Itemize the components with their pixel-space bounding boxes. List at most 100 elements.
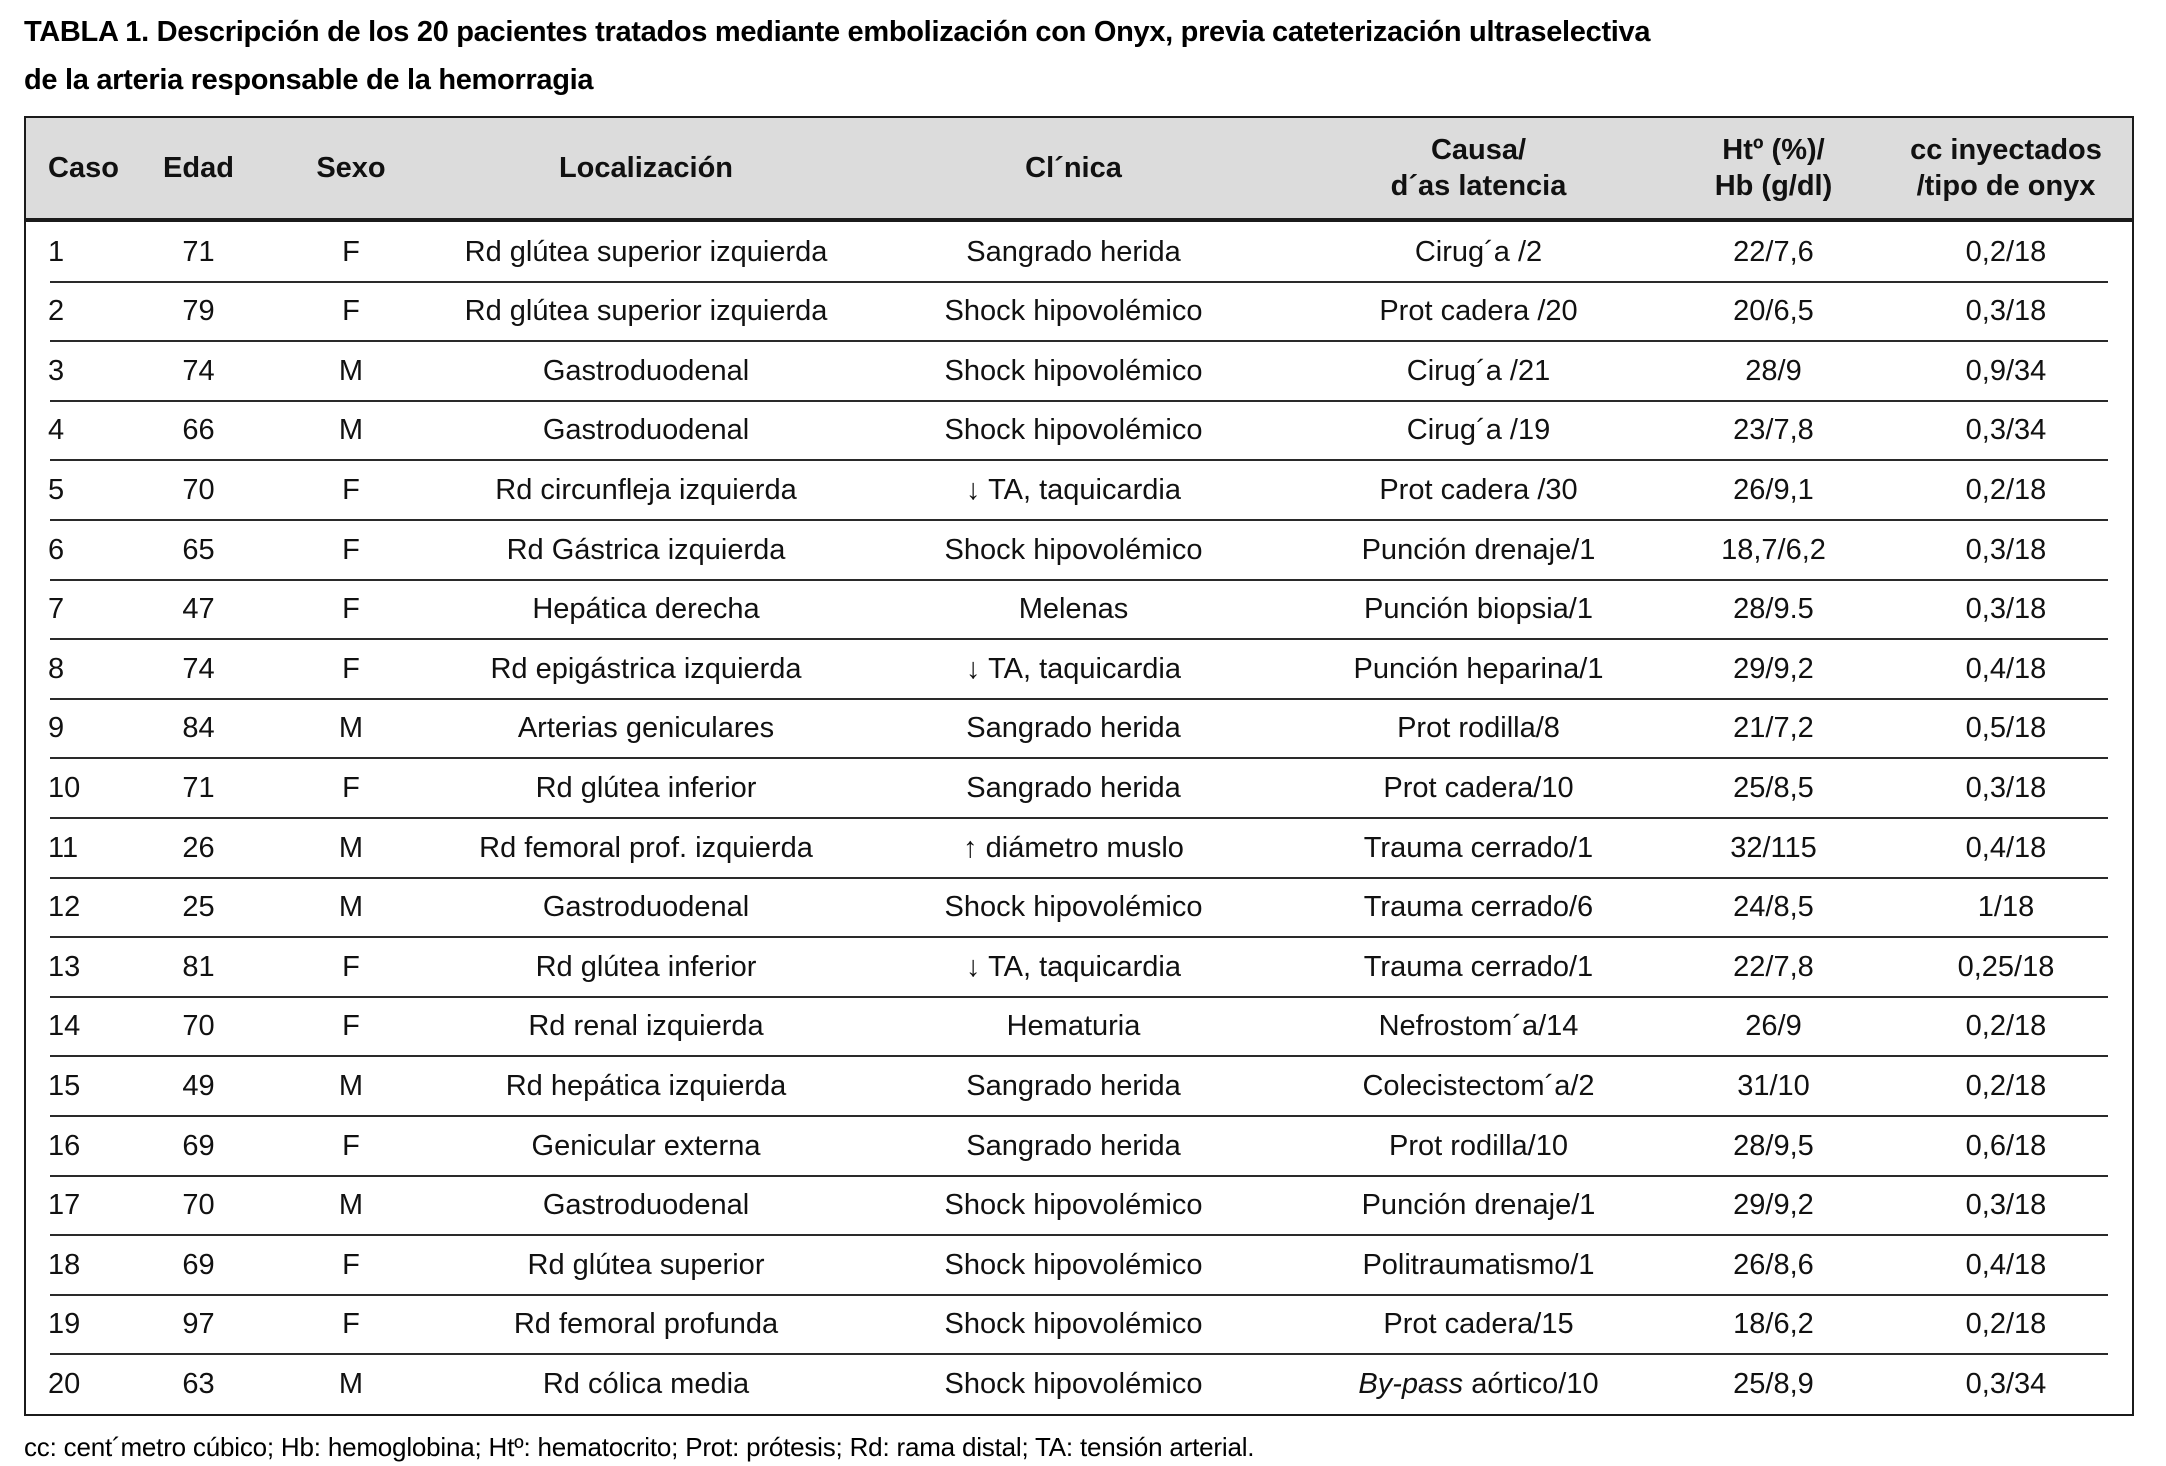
cell-cc_onyx: 1/18 <box>1977 891 2035 924</box>
table-row: 19 97 F Rd femoral profunda Shock hipovolémi… <box>26 1293 2132 1355</box>
cell-ht_hb: 26/9 <box>1745 1010 1802 1043</box>
cell-ht_hb: 23/7,8 <box>1733 414 1814 447</box>
cell-caso: 11 <box>48 831 79 864</box>
cell-causa: Prot rodilla/10 <box>1389 1129 1568 1162</box>
cell-edad: 26 <box>182 831 215 864</box>
cell-clinica: Shock hipovolémico <box>944 1248 1203 1281</box>
cell-clinica: ↑ diámetro muslo <box>963 831 1184 864</box>
cell-ht_hb: 21/7,2 <box>1733 712 1814 745</box>
cell-edad: 71 <box>182 235 215 268</box>
cell-ht_hb: 18/6,2 <box>1733 1308 1814 1341</box>
table-row: 12 25 M Gastroduodenal Shock hipovolémico Tra… <box>26 876 2132 938</box>
cell-caso: 5 <box>48 474 65 507</box>
column-header-localizacion: Localización <box>558 151 734 184</box>
cell-causa: Politraumatismo/1 <box>1362 1248 1595 1281</box>
cell-ht_hb: 24/8,5 <box>1733 891 1814 924</box>
cell-causa: Prot rodilla/8 <box>1397 712 1560 745</box>
table-row: 14 70 F Rd renal izquierda Hematuria Nefrosto… <box>26 995 2132 1057</box>
cell-ht_hb: 26/8,6 <box>1733 1248 1814 1281</box>
cell-clinica: Sangrado herida <box>966 1069 1181 1102</box>
table-row: 4 66 M Gastroduodenal Shock hipovolémico Ciru… <box>26 399 2132 461</box>
cell-caso: 15 <box>48 1069 81 1102</box>
cell-ht_hb: 22/7,8 <box>1733 950 1814 983</box>
cell-caso: 13 <box>48 950 81 983</box>
cell-ht_hb: 28/9.5 <box>1733 593 1814 626</box>
cell-sexo: F <box>342 1248 360 1281</box>
table-row: 3 74 M Gastroduodenal Shock hipovolémico Ciru… <box>26 340 2132 401</box>
cell-causa: Trauma cerrado/1 <box>1363 950 1594 983</box>
cell-caso: 20 <box>48 1367 81 1400</box>
table-row: 7 47 F Hepática derecha Melenas Punción biops… <box>26 578 2132 640</box>
cell-causa: Cirug´a /21 <box>1406 354 1551 387</box>
cell-localizacion: Rd glútea superior <box>527 1248 765 1281</box>
cell-localizacion: Hepática derecha <box>532 593 760 626</box>
cell-clinica: Sangrado herida <box>966 772 1181 805</box>
cell-clinica: ↓ TA, taquicardia <box>966 950 1181 983</box>
cell-cc_onyx: 0,3/34 <box>1965 1367 2047 1400</box>
cell-cc_onyx: 0,4/18 <box>1965 652 2047 685</box>
column-header-caso: Caso <box>48 151 119 184</box>
table-header-row: Caso Edad Sexo Localización Cl´nica Causa/ d´… <box>26 118 2132 222</box>
cell-cc_onyx: 0,3/18 <box>1965 593 2047 626</box>
cell-sexo: M <box>338 1069 364 1102</box>
cell-sexo: M <box>338 831 364 864</box>
cell-edad: 47 <box>182 593 215 626</box>
cell-cc_onyx: 0,2/18 <box>1965 1308 2047 1341</box>
cell-cc_onyx: 0,2/18 <box>1965 235 2047 268</box>
cell-causa: Cirug´a /2 <box>1414 235 1543 268</box>
cell-sexo: F <box>342 772 360 805</box>
cell-cc_onyx: 0,3/18 <box>1965 295 2047 328</box>
cell-ht_hb: 28/9 <box>1745 354 1802 387</box>
cell-sexo: M <box>338 712 364 745</box>
cell-caso: 14 <box>48 1010 81 1043</box>
cell-sexo: F <box>342 533 360 566</box>
cell-cc_onyx: 0,25/18 <box>1957 950 2055 983</box>
column-header-causa: Causa/ d´as latencia <box>1390 133 1567 202</box>
cell-localizacion: Gastroduodenal <box>542 414 750 447</box>
cell-caso: 18 <box>48 1248 81 1281</box>
cell-clinica: Shock hipovolémico <box>944 1308 1203 1341</box>
cell-sexo: F <box>342 474 360 507</box>
cell-caso: 4 <box>48 414 65 447</box>
cell-clinica: ↓ TA, taquicardia <box>966 474 1181 507</box>
cell-caso: 1 <box>48 235 65 268</box>
cell-sexo: M <box>338 1189 364 1222</box>
table-row: 11 26 M Rd femoral prof. izquierda ↑ diámetr… <box>26 816 2132 878</box>
cell-localizacion: Rd femoral prof. izquierda <box>479 831 813 864</box>
table-row: 2 79 F Rd glútea superior izquierda Shock hi… <box>26 280 2132 342</box>
patients-table: Caso Edad Sexo Localización Cl´nica Causa/ d´… <box>24 116 2134 1416</box>
cell-sexo: F <box>342 1010 360 1043</box>
cell-edad: 69 <box>182 1248 215 1281</box>
cell-caso: 8 <box>48 652 65 685</box>
cell-caso: 17 <box>48 1189 81 1222</box>
cell-cc_onyx: 0,2/18 <box>1965 1010 2047 1043</box>
table-row: 10 71 F Rd glútea inferior Sangrado herida Pr… <box>26 757 2132 818</box>
cell-edad: 63 <box>182 1367 215 1400</box>
cell-ht_hb: 26/9,1 <box>1733 474 1814 507</box>
cell-sexo: F <box>342 950 360 983</box>
cell-sexo: F <box>342 295 360 328</box>
cell-clinica: Shock hipovolémico <box>944 295 1203 328</box>
cell-causa: Punción drenaje/1 <box>1361 533 1596 566</box>
table-row: 17 70 M Gastroduodenal Shock hipovolémico Pun… <box>26 1174 2132 1236</box>
cell-localizacion: Gastroduodenal <box>542 354 750 387</box>
table-body: 1 71 F Rd glútea superior izquierda Sangrado… <box>26 222 2132 1414</box>
cell-edad: 65 <box>182 533 215 566</box>
table-row: 8 74 F Rd epigástrica izquierda ↓ TA, taquic… <box>26 638 2132 699</box>
cell-sexo: F <box>342 235 360 268</box>
table-title: TABLA 1. Descripción de los 20 pacientes… <box>24 16 1651 96</box>
table-row: 9 84 M Arterias geniculares Sangrado herida P… <box>26 697 2132 759</box>
cell-edad: 74 <box>182 652 215 685</box>
cell-edad: 69 <box>182 1129 215 1162</box>
cell-caso: 12 <box>48 891 81 924</box>
cell-clinica: ↓ TA, taquicardia <box>966 652 1181 685</box>
cell-edad: 97 <box>182 1308 215 1341</box>
table-row: 6 65 F Rd Gástrica izquierda Shock hipovolém… <box>26 518 2132 580</box>
cell-sexo: F <box>342 652 360 685</box>
cell-ht_hb: 29/9,2 <box>1733 652 1814 685</box>
cell-causa: Prot cadera /30 <box>1379 474 1578 507</box>
table-row: 18 69 F Rd glútea superior Shock hipovolémic… <box>26 1234 2132 1295</box>
cell-causa: Punción heparina/1 <box>1353 652 1604 685</box>
cell-edad: 66 <box>182 414 215 447</box>
